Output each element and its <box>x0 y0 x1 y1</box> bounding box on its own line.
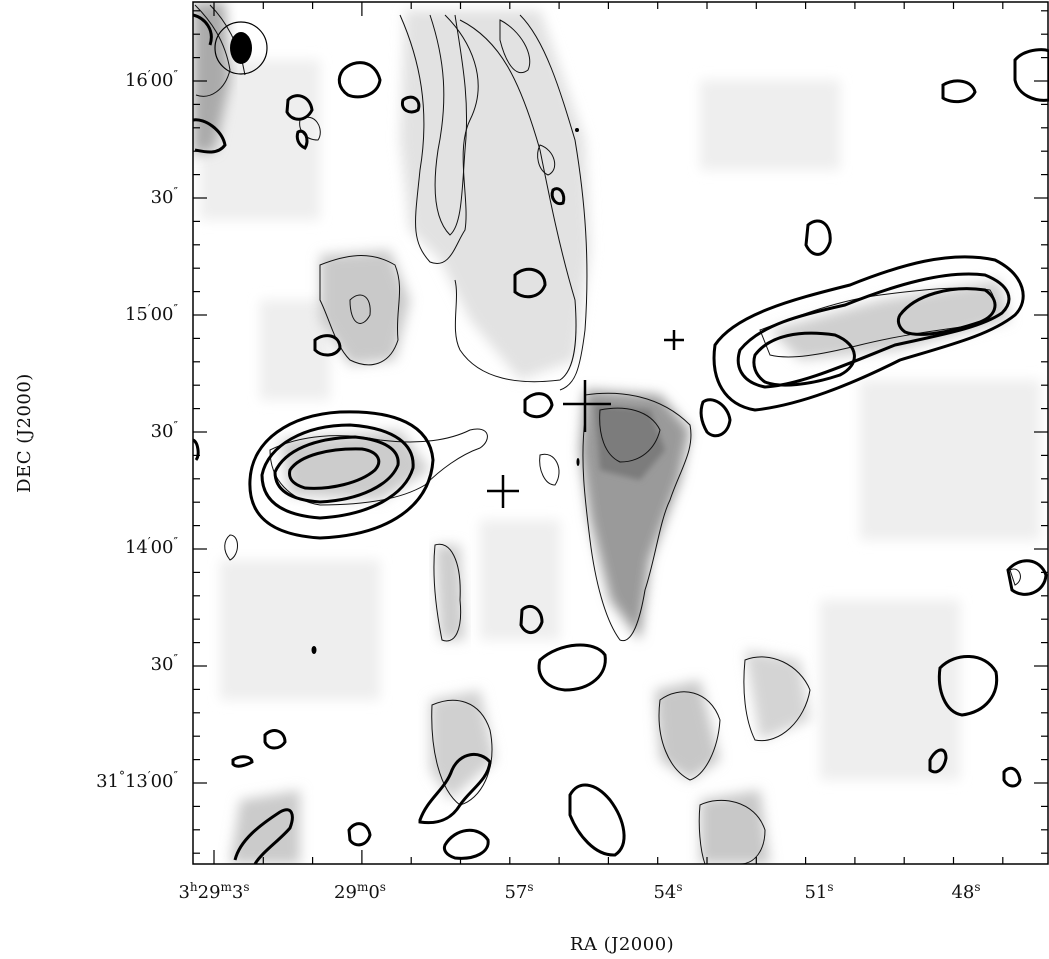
x-tick-label: 54s <box>653 880 682 903</box>
contour-noise <box>1013 48 1049 102</box>
contour-thin <box>194 4 231 97</box>
contour-noise <box>231 755 254 768</box>
contour-noise <box>568 783 626 857</box>
plot-frame <box>192 1 1049 865</box>
contour-thin <box>519 14 588 391</box>
contour-thin <box>429 14 468 236</box>
contour-noise <box>418 753 492 825</box>
emission-core-peak <box>595 405 665 480</box>
contour-lobe-west <box>273 435 400 504</box>
y-tick-label: 30″ <box>151 652 179 675</box>
contour-thin <box>224 534 238 561</box>
contour-thin <box>658 691 721 781</box>
contour-lobe-east <box>896 287 997 336</box>
thin-contours <box>194 4 1021 864</box>
background-noise <box>200 60 1040 780</box>
contour-thin <box>1009 568 1021 586</box>
point-specks <box>311 128 580 654</box>
x-tick-label: 57s <box>504 880 533 903</box>
contour-thin <box>269 428 488 506</box>
contour-noise <box>400 95 421 114</box>
emission-patch-south-2 <box>655 680 720 780</box>
emission-patch-south-4 <box>430 690 495 800</box>
contour-thin <box>743 656 811 742</box>
contour-noise <box>1006 559 1048 596</box>
contour-noise <box>513 267 547 299</box>
contour-lobe-west <box>288 447 381 490</box>
contour-noise <box>519 605 544 634</box>
position-markers <box>487 330 684 508</box>
emission-clump-west <box>320 250 410 365</box>
contour-thin <box>582 392 692 642</box>
contour-noise <box>941 79 977 104</box>
cross-marker-small <box>664 330 684 350</box>
contour-noise <box>699 398 732 438</box>
contour-noise <box>347 822 372 847</box>
emission-patch-south-5 <box>700 790 770 864</box>
axis-ticks <box>193 2 1048 864</box>
contour-noise <box>285 94 314 121</box>
x-tick-label: 51s <box>804 880 833 903</box>
contour-thin <box>433 543 462 642</box>
contour-thin <box>454 19 577 383</box>
contour-noise <box>233 808 294 864</box>
emission-ridge-west <box>280 430 430 500</box>
thick-contours <box>193 13 1049 864</box>
x-tick-label: 3h29m3s <box>178 880 249 903</box>
cross-marker-large <box>563 380 611 432</box>
emission-patch-south-1 <box>435 545 465 640</box>
y-tick-label: 16′00″ <box>125 68 179 91</box>
contour-noise <box>550 187 566 206</box>
x-tick-label: 48s <box>951 880 980 903</box>
emission-patch-south-3 <box>745 650 810 740</box>
cross-marker-medium <box>487 475 519 508</box>
speck <box>311 646 317 654</box>
contour-noise <box>523 392 554 419</box>
contour-noise <box>193 118 227 154</box>
contour-noise <box>337 61 382 99</box>
y-tick-label: 15′00″ <box>125 302 179 325</box>
emission-ridge-east <box>770 280 1010 360</box>
contour-noise <box>804 219 832 256</box>
contour-thin <box>698 799 766 864</box>
speck <box>576 458 580 466</box>
contour-thin <box>399 14 479 265</box>
grayscale-emission-layer <box>193 2 1040 864</box>
contour-thin <box>539 453 560 486</box>
contour-thin <box>299 117 321 141</box>
contour-noise <box>537 643 607 692</box>
y-axis-tick-labels: 16′00″ 30″ 15′00″ 30″ 14′00″ 30″ 31°13′0… <box>96 68 178 792</box>
contour-noise <box>193 438 200 461</box>
contour-thin <box>431 699 493 806</box>
contour-noise <box>937 655 999 717</box>
beam-ellipse-icon <box>214 21 268 75</box>
contour-noise <box>313 334 342 357</box>
contour-noise <box>263 729 287 750</box>
x-axis-tick-labels: 3h29m3s 29m0s 57s 54s 51s 48s <box>178 880 980 903</box>
contour-lobe-west <box>248 410 435 540</box>
emission-patch-south-6 <box>230 790 300 864</box>
contour-noise <box>193 13 213 46</box>
y-tick-label: 14′00″ <box>125 535 179 558</box>
contour-thin <box>349 294 371 324</box>
speck <box>575 128 579 132</box>
contour-lobe-east <box>712 255 1025 412</box>
contour-noise <box>928 748 948 774</box>
y-tick-label: 30″ <box>151 419 179 442</box>
x-tick-label: 29m0s <box>334 880 386 903</box>
contour-lobe-east <box>752 331 856 387</box>
contour-thin <box>599 407 661 463</box>
contour-noise <box>295 129 309 150</box>
contour-lobe-west <box>260 423 415 520</box>
contour-noise <box>1002 766 1022 788</box>
contour-noise <box>442 829 490 860</box>
x-axis-title: RA (J2000) <box>570 934 674 955</box>
contour-thin <box>499 19 531 73</box>
contour-thin <box>537 144 556 176</box>
y-tick-label: 31°13′00″ <box>96 769 178 792</box>
y-tick-label: 30″ <box>151 185 179 208</box>
y-axis-title: DEC (J2000) <box>14 373 35 493</box>
